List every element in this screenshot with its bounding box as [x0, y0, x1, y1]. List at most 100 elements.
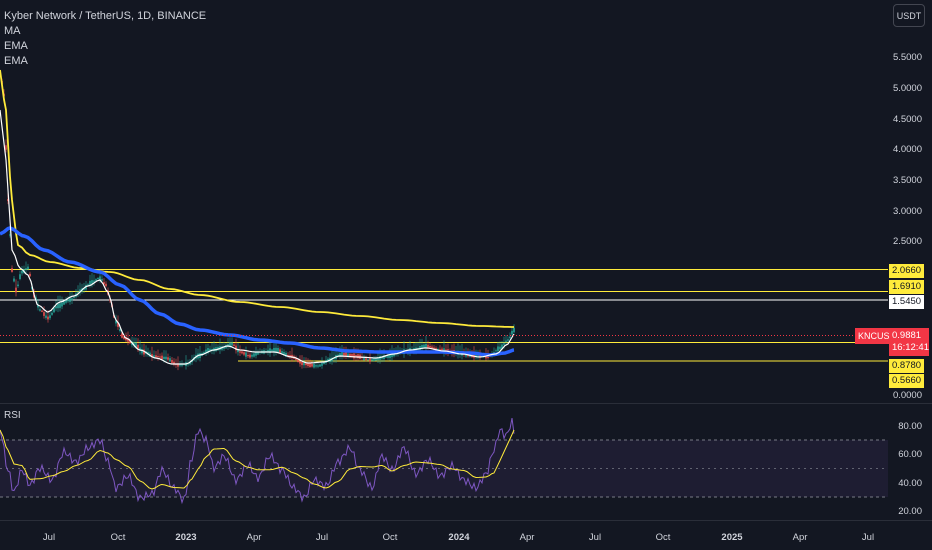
candle-body — [149, 352, 151, 357]
candle-body — [45, 315, 47, 318]
candle-body — [127, 338, 129, 342]
chart-legend: Kyber Network / TetherUS, 1D, BINANCE MA… — [4, 9, 206, 69]
time-tick: Jul — [588, 532, 602, 543]
candle-body — [497, 346, 499, 352]
candle-body — [347, 353, 349, 356]
candle-body — [169, 358, 171, 362]
price-tick: 3.5000 — [892, 175, 922, 186]
indicator-ema-2[interactable]: EMA — [4, 55, 28, 67]
candle-body — [99, 276, 101, 280]
candle-body — [371, 359, 373, 361]
candle-body — [495, 350, 497, 352]
candle-body — [167, 357, 169, 360]
candle-body — [17, 284, 19, 287]
candle-body — [245, 352, 247, 357]
candle-body — [65, 300, 67, 303]
candle-body — [321, 363, 323, 366]
bar-countdown: 16:12:41 — [892, 342, 929, 353]
candle-body — [87, 284, 89, 286]
candle-body — [345, 352, 347, 357]
indicator-ma[interactable]: MA — [4, 25, 21, 37]
candle-body — [315, 365, 317, 367]
candle-body — [241, 351, 243, 354]
candle-body — [251, 354, 253, 357]
candle-body — [27, 266, 29, 270]
candle-body — [511, 330, 513, 335]
candle-body — [311, 363, 313, 367]
candle-body — [25, 268, 27, 270]
candle-body — [49, 315, 51, 319]
rsi-tick: 80.00 — [898, 421, 922, 432]
candle-body — [235, 345, 237, 351]
candle-body — [73, 296, 75, 298]
candle-body — [429, 345, 431, 348]
candle-body — [475, 354, 477, 358]
candle-body — [143, 349, 145, 355]
candle-body — [53, 308, 55, 313]
candle-body — [425, 343, 427, 349]
time-tick: Oct — [110, 532, 126, 543]
indicator-ema-1[interactable]: EMA — [4, 40, 28, 52]
price-tick: 5.5000 — [892, 52, 922, 63]
level-tag[interactable]: 1.5450 — [889, 295, 925, 309]
candle-body — [301, 362, 303, 366]
candle-body — [287, 354, 289, 357]
candle-body — [349, 353, 351, 357]
level-tag[interactable]: 1.6910 — [889, 280, 925, 294]
time-tick: Apr — [792, 532, 808, 543]
rsi-pane-label[interactable]: RSI — [4, 410, 21, 421]
candle-body — [139, 347, 141, 351]
candle-body — [499, 346, 501, 350]
candle-body — [117, 322, 119, 327]
candle-body — [283, 351, 285, 356]
candle-body — [375, 357, 377, 361]
candle-body — [37, 304, 39, 308]
candle-body — [313, 363, 315, 368]
candle-body — [215, 347, 217, 351]
candle-body — [229, 342, 231, 347]
candle-body — [247, 354, 249, 357]
level-tag[interactable]: 0.8780 — [889, 359, 925, 373]
level-tag[interactable]: 2.0660 — [889, 264, 925, 278]
candle-body — [383, 355, 385, 359]
price-tick: 4.5000 — [892, 114, 922, 125]
candle-body — [273, 347, 275, 353]
candle-body — [7, 198, 9, 202]
candle-body — [423, 344, 425, 348]
candle-body — [377, 356, 379, 361]
chart-title[interactable]: Kyber Network / TetherUS, 1D, BINANCE — [4, 10, 207, 22]
current-price: 0.9881 — [892, 330, 922, 341]
level-tag[interactable]: 0.5660 — [889, 374, 925, 388]
candle-body — [103, 282, 105, 285]
candle-body — [369, 358, 371, 362]
candle-body — [473, 353, 475, 358]
candle-body — [271, 349, 273, 352]
time-tick: 2024 — [448, 532, 470, 543]
candle-body — [51, 312, 53, 315]
candle-body — [295, 358, 297, 360]
candle-body — [353, 353, 355, 359]
candle-body — [509, 336, 511, 339]
candle-body — [93, 280, 95, 283]
candle-body — [63, 301, 65, 305]
candle-body — [55, 306, 57, 309]
candle-body — [373, 358, 375, 361]
candle-body — [427, 344, 429, 348]
candle-body — [115, 320, 117, 324]
candle-body — [137, 344, 139, 349]
candle-body — [505, 340, 507, 342]
candle-body — [391, 352, 393, 358]
candle-body — [513, 327, 515, 333]
time-tick: Jul — [861, 532, 875, 543]
candle-body — [79, 289, 81, 293]
candle-body — [231, 342, 233, 346]
candle-body — [177, 363, 179, 367]
candle-body — [267, 349, 269, 353]
candle-body — [141, 349, 143, 354]
candle-body — [135, 342, 137, 348]
currency-button[interactable]: USDT — [893, 4, 925, 27]
candle-body — [269, 348, 271, 354]
candle-body — [47, 316, 49, 320]
candle-body — [43, 312, 45, 316]
